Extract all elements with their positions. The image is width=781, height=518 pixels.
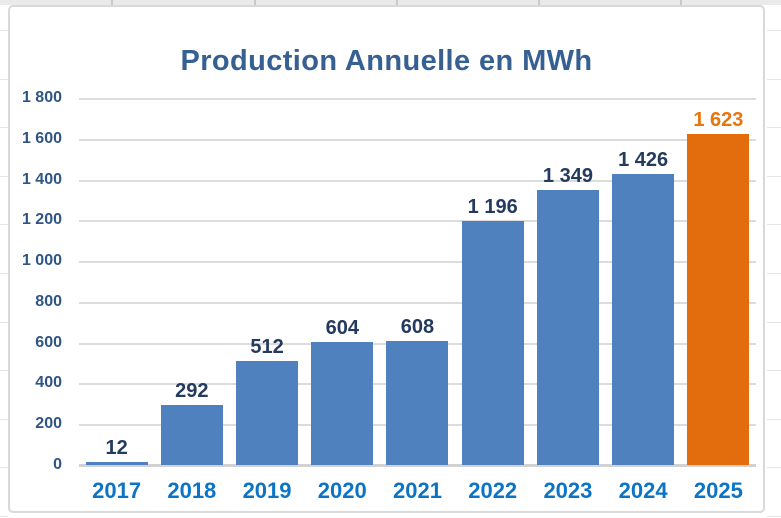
spreadsheet-column-divider (254, 0, 256, 5)
y-tick-label: 1 800 (21, 89, 62, 106)
spreadsheet-row-divider (767, 127, 781, 129)
y-tick-label: 1 000 (21, 252, 62, 270)
value-label-2024: 1 426 (618, 149, 669, 171)
y-tick-label: 0 (53, 456, 62, 473)
x-tick-label-2023: 2023 (543, 478, 593, 503)
x-tick-label-2020: 2020 (317, 478, 367, 503)
bar-2022[interactable] (461, 221, 524, 465)
y-tick-label: 600 (35, 333, 62, 351)
bar-2018[interactable] (160, 405, 223, 465)
spreadsheet-row-divider (0, 175, 8, 177)
bar-slot-2025: 1 623 (681, 98, 756, 465)
spreadsheet-column-divider (111, 0, 113, 5)
bar-slot-2020: 604 (305, 98, 380, 465)
spreadsheet-row-divider (767, 321, 781, 323)
bar-slot-2024: 1 426 (606, 98, 681, 465)
y-tick-label: 400 (35, 374, 62, 392)
x-tick-label-2018: 2018 (167, 478, 217, 503)
spreadsheet-row-divider (767, 370, 781, 372)
spreadsheet-top-strip (0, 0, 781, 5)
y-tick-label: 800 (35, 292, 62, 310)
x-axis: 2017 2018 2019 2020 2021 2022 2023 2024 2025 (79, 478, 756, 504)
x-tick-label-2019: 2019 (242, 478, 292, 503)
value-label-2022: 1 196 (467, 196, 518, 218)
y-tick-label: 1 600 (21, 129, 62, 147)
bars-row: 12 292 512 604 608 1 196 1 349 1 426 1 623 (79, 98, 756, 465)
x-tick-label-2021: 2021 (393, 478, 442, 503)
chart-title: Production Annuelle en MWh (180, 45, 593, 77)
x-tick-label-2024: 2024 (618, 478, 668, 503)
spreadsheet-row-divider (767, 78, 781, 80)
chart-frame[interactable]: Production Annuelle en MWh 1 800 1 600 1 4… (8, 5, 765, 513)
spreadsheet-row-divider (767, 467, 781, 469)
bar-slot-2017: 12 (79, 98, 154, 465)
spreadsheet-row-divider (0, 370, 8, 372)
spreadsheet-row-divider (767, 30, 781, 31)
bar-2025[interactable] (687, 134, 750, 465)
gridline-800 (79, 301, 756, 304)
value-label-2017: 12 (105, 437, 128, 459)
x-axis-line (79, 464, 756, 467)
spreadsheet-row-divider (0, 321, 8, 323)
x-tick-label-2022: 2022 (468, 478, 518, 503)
spreadsheet-column-divider (680, 0, 682, 5)
bar-slot-2023: 1 349 (530, 98, 605, 465)
bar-2024[interactable] (612, 174, 675, 465)
y-tick-label: 200 (35, 415, 62, 433)
bar-slot-2022: 1 196 (455, 98, 530, 465)
value-label-2019: 512 (250, 336, 284, 358)
bar-2017[interactable] (85, 462, 148, 465)
bar-slot-2019: 512 (229, 98, 304, 465)
spreadsheet-row-divider (0, 224, 8, 226)
value-label-2020: 604 (325, 317, 359, 339)
y-tick-label: 1 400 (21, 170, 62, 188)
bar-2021[interactable] (386, 341, 449, 465)
gridline-1400 (79, 179, 756, 182)
spreadsheet-row-divider (767, 273, 781, 274)
bar-2019[interactable] (236, 361, 299, 465)
spreadsheet-row-divider (0, 516, 8, 517)
spreadsheet-row-divider (0, 273, 8, 274)
spreadsheet-column-divider (396, 0, 398, 5)
spreadsheet-row-divider (767, 516, 781, 517)
y-axis: 1 800 1 600 1 400 1 200 1 000 800 600 400 200 0 (10, 89, 62, 473)
plot-area: 12 292 512 604 608 1 196 1 349 1 426 1 623 (79, 98, 756, 467)
spreadsheet-column-divider (538, 0, 540, 5)
value-label-2018: 292 (175, 380, 209, 402)
value-label-2025: 1 623 (693, 109, 744, 131)
spreadsheet-row-divider (0, 78, 8, 80)
gridline-1200 (79, 220, 756, 223)
y-tick-label: 1 200 (21, 211, 62, 229)
spreadsheet-row-divider (0, 467, 8, 469)
spreadsheet-row-divider (767, 224, 781, 226)
spreadsheet-row-divider (767, 175, 781, 177)
gridline-1600 (79, 138, 756, 141)
bar-slot-2021: 608 (380, 98, 455, 465)
bar-2023[interactable] (536, 190, 599, 465)
value-label-2023: 1 349 (542, 165, 593, 187)
gridline-1800 (79, 98, 756, 100)
x-tick-label-2025: 2025 (693, 478, 743, 503)
spreadsheet-row-divider (767, 418, 781, 420)
x-tick-label-2017: 2017 (92, 478, 142, 503)
bar-slot-2018: 292 (154, 98, 229, 465)
gridline-1000 (79, 261, 756, 264)
spreadsheet-row-divider (0, 30, 8, 31)
spreadsheet-row-divider (0, 418, 8, 420)
value-label-2021: 608 (400, 316, 435, 338)
spreadsheet-row-divider (0, 127, 8, 129)
bar-2020[interactable] (311, 342, 374, 465)
